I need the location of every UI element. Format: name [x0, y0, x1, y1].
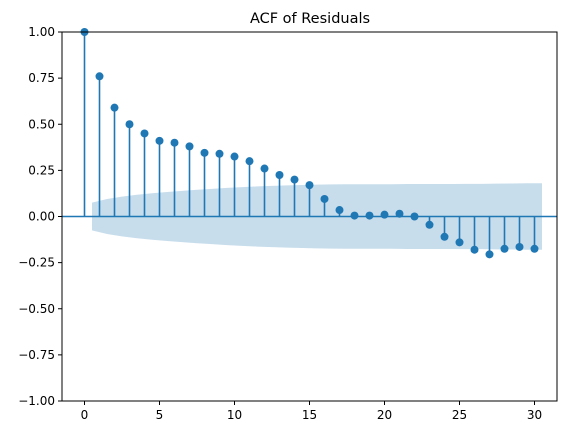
y-tick-label: 0.50 — [28, 117, 55, 131]
acf-marker — [305, 181, 314, 190]
x-tick-label: 0 — [81, 408, 89, 422]
acf-marker — [200, 148, 209, 157]
y-tick-label: −0.25 — [18, 256, 55, 270]
x-tick-label: 30 — [527, 408, 542, 422]
acf-marker — [290, 175, 299, 184]
acf-marker — [500, 244, 509, 253]
y-tick-label: −1.00 — [18, 394, 55, 408]
acf-marker — [230, 152, 239, 161]
acf-marker — [365, 211, 374, 220]
y-tick-label: 1.00 — [28, 25, 55, 39]
acf-marker — [260, 164, 269, 173]
acf-marker — [170, 138, 179, 147]
y-tick-label: −0.50 — [18, 302, 55, 316]
acf-marker — [95, 72, 104, 81]
ticks-layer: 0 5 10 15 20 25 30 −1.00 −0.75 −0.50 −0.25 0.00 0.25… — [18, 25, 542, 422]
acf-marker — [530, 244, 539, 253]
y-tick-label: 0.75 — [28, 71, 55, 85]
acf-marker — [410, 212, 419, 221]
acf-marker — [275, 170, 284, 179]
acf-marker — [140, 129, 149, 138]
x-tick-label: 20 — [377, 408, 392, 422]
x-tick-label: 5 — [156, 408, 164, 422]
acf-marker — [485, 250, 494, 259]
acf-marker — [380, 210, 389, 219]
acf-marker — [440, 232, 449, 241]
y-tick-label: 0.00 — [28, 210, 55, 224]
acf-marker — [425, 220, 434, 229]
acf-marker — [455, 238, 464, 247]
acf-marker — [155, 136, 164, 145]
acf-marker — [470, 245, 479, 254]
acf-marker — [215, 149, 224, 158]
y-tick-label: −0.75 — [18, 348, 55, 362]
acf-marker — [320, 194, 329, 203]
stems-layer — [80, 28, 539, 259]
acf-marker — [110, 103, 119, 112]
acf-marker — [125, 120, 134, 129]
acf-marker — [185, 142, 194, 151]
x-tick-label: 10 — [227, 408, 242, 422]
chart-title: ACF of Residuals — [250, 11, 370, 27]
x-tick-label: 25 — [452, 408, 467, 422]
acf-marker — [245, 157, 254, 166]
x-tick-label: 15 — [302, 408, 317, 422]
acf-marker — [335, 206, 344, 215]
acf-marker — [350, 211, 359, 220]
acf-marker — [395, 209, 404, 218]
y-tick-label: 0.25 — [28, 163, 55, 177]
acf-marker — [515, 242, 524, 251]
